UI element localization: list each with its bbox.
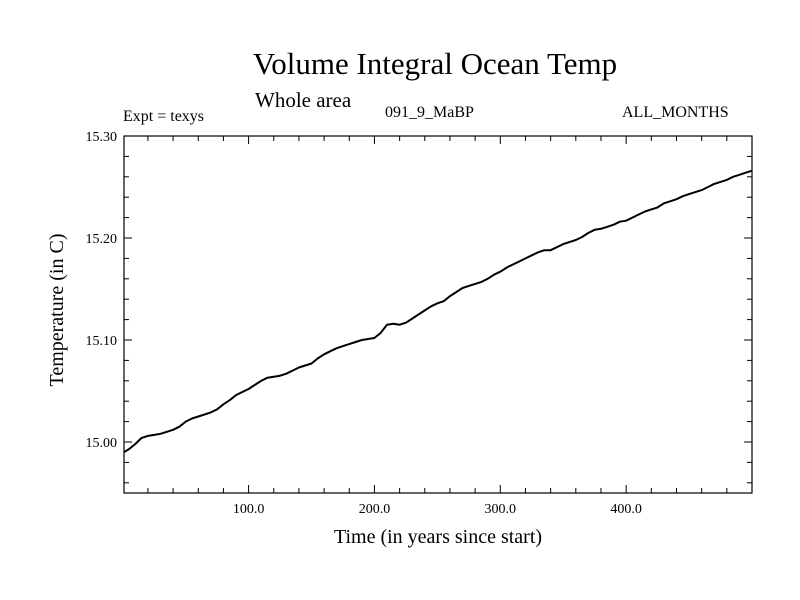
y-axis-label: Temperature (in C) bbox=[46, 234, 68, 387]
y-tick-label: 15.00 bbox=[86, 436, 118, 451]
axis-tick-labels: 100.0 200.0 300.0 400.0 15.00 15.10 15.20 15.30 bbox=[86, 130, 642, 517]
plot-frame bbox=[123, 135, 753, 494]
x-tick-label: 100.0 bbox=[233, 502, 265, 517]
chart-title: Volume Integral Ocean Temp bbox=[252, 46, 618, 81]
y-tick-label: 15.10 bbox=[86, 334, 118, 349]
chart-subtitle: Whole area bbox=[255, 88, 352, 112]
experiment-label: Expt = texys bbox=[123, 108, 205, 125]
x-tick-label: 200.0 bbox=[359, 502, 391, 517]
x-tick-label: 400.0 bbox=[610, 502, 642, 517]
x-tick-label: 300.0 bbox=[485, 502, 517, 517]
y-tick-label: 15.20 bbox=[86, 232, 118, 247]
temperature-series-line bbox=[123, 169, 753, 454]
axis-ticks bbox=[124, 135, 752, 493]
months-label: ALL_MONTHS bbox=[622, 104, 729, 121]
run-id-label: 091_9_MaBP bbox=[385, 104, 474, 121]
x-axis-label: Time (in years since start) bbox=[334, 526, 542, 548]
y-tick-label: 15.30 bbox=[86, 130, 118, 145]
